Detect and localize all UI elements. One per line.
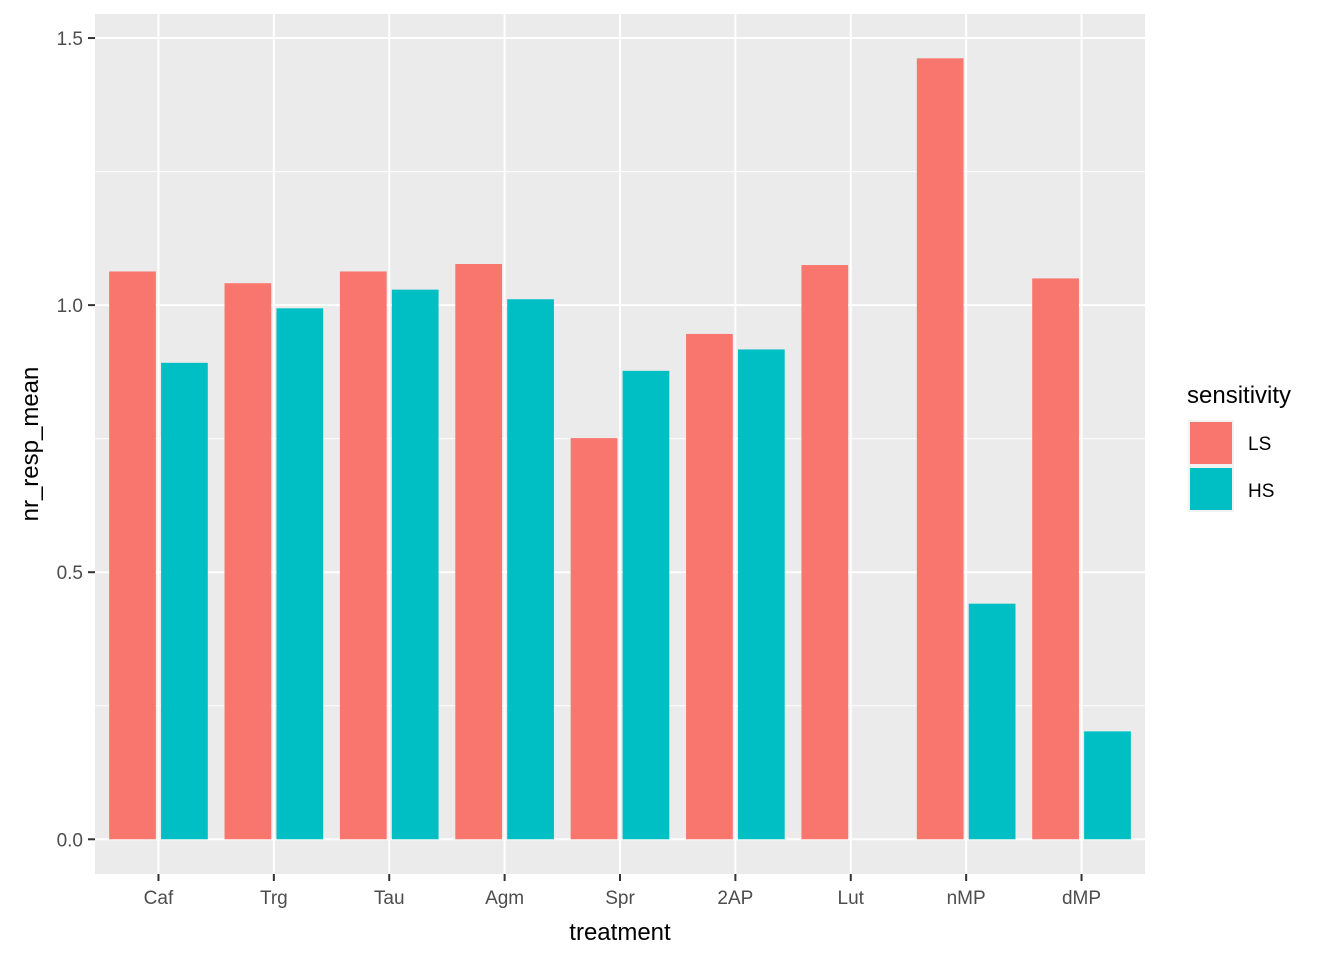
bar-ls-spr: [570, 438, 618, 840]
legend-swatch-ls: [1190, 422, 1232, 464]
x-tick-label: Spr: [605, 888, 635, 909]
y-tick-label: 0.0: [57, 830, 83, 851]
bar-hs-2ap: [737, 349, 785, 840]
bar-hs-caf: [161, 362, 208, 840]
x-axis-title: treatment: [569, 919, 671, 946]
bar-hs-spr: [622, 370, 670, 840]
x-tick-label: Caf: [144, 888, 174, 909]
x-tick-label: nMP: [947, 888, 986, 909]
bar-ls-caf: [109, 271, 156, 840]
y-axis-title: nr_resp_mean: [17, 367, 44, 522]
x-tick-label: Trg: [260, 888, 288, 909]
legend: sensitivity LS HS: [1187, 382, 1291, 512]
x-tick-label: 2AP: [717, 888, 753, 909]
bar-ls-agm: [455, 263, 503, 840]
x-tick-label: Agm: [485, 888, 524, 909]
x-tick-label: Tau: [374, 888, 405, 909]
bar-hs-agm: [507, 299, 554, 840]
legend-swatch-hs: [1190, 468, 1232, 510]
bar-ls-trg: [224, 283, 272, 840]
bar-hs-dmp: [1084, 731, 1131, 840]
legend-label-hs: HS: [1248, 481, 1274, 502]
y-tick-label: 1.0: [57, 296, 83, 317]
major-gridlines: [95, 14, 1145, 874]
x-tick-label: Lut: [838, 888, 865, 909]
y-axis: 0.0 0.5 1.0 1.5: [57, 29, 95, 851]
bar-ls-tau: [339, 271, 387, 840]
y-tick-label: 0.5: [57, 563, 83, 584]
bar-ls-2ap: [686, 333, 733, 840]
x-axis: Caf Trg Tau Agm Spr 2AP Lut nMP dMP: [144, 874, 1101, 909]
legend-label-ls: LS: [1248, 434, 1271, 455]
bars: [109, 58, 1131, 840]
bar-ls-lut: [801, 265, 849, 840]
y-tick-label: 1.5: [57, 29, 83, 50]
bar-ls-dmp: [1032, 278, 1079, 840]
bar-hs-trg: [276, 308, 324, 840]
bar-hs-nmp: [968, 603, 1016, 840]
bar-hs-tau: [391, 289, 439, 840]
x-tick-label: dMP: [1062, 888, 1101, 909]
legend-title: sensitivity: [1187, 382, 1291, 409]
bar-ls-nmp: [916, 58, 964, 840]
